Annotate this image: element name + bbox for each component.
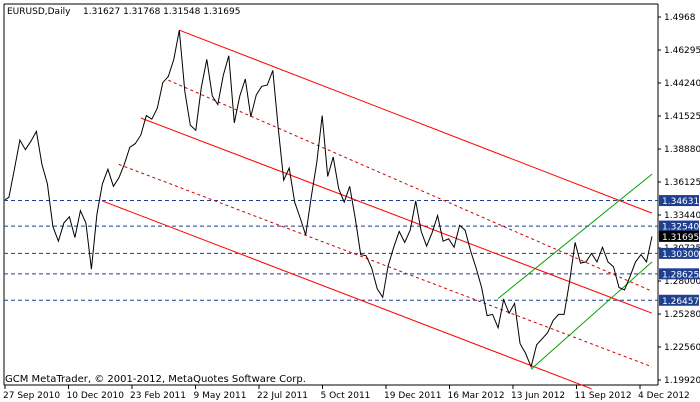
level-badge-label: 1.34631 <box>662 197 699 207</box>
price-tick-label: 1.22560 <box>664 343 700 353</box>
time-tick-label: 16 Mar 2012 <box>448 391 505 401</box>
symbol-label: EURUSD,Daily <box>7 7 71 17</box>
channel-upper-line <box>179 29 653 214</box>
price-line <box>4 30 653 369</box>
channel-middle-line <box>140 117 653 314</box>
channel-lower-line <box>102 200 592 390</box>
time-tick-label: 13 Jun 2012 <box>511 391 565 401</box>
price-tick-label: 1.4968 <box>664 13 696 23</box>
time-tick-label: 11 Sep 2012 <box>575 391 632 401</box>
level-badge <box>659 195 699 207</box>
level-badge <box>659 230 699 242</box>
price-tick-label: 1.36125 <box>664 178 700 188</box>
green-channel-lower-line <box>530 261 653 370</box>
time-tick-label: 22 Jul 2011 <box>257 391 308 401</box>
price-tick-label: 1.19920 <box>664 376 700 386</box>
trend-channels <box>102 29 653 390</box>
time-tick-label: 19 Dec 2011 <box>384 391 442 401</box>
copyright-label: GCM MetaTrader, © 2001-2012, MetaQuotes … <box>5 374 306 385</box>
level-badge <box>659 220 699 232</box>
level-badge <box>659 247 699 259</box>
time-tick-label: 9 May 2011 <box>194 391 247 401</box>
level-badge-label: 1.30300 <box>662 250 699 260</box>
channel-lower-mid-line <box>118 163 653 368</box>
level-badge <box>659 294 699 306</box>
price-tick-label: 1.44240 <box>664 79 700 89</box>
level-badge-label: 1.32540 <box>662 223 699 233</box>
time-tick-label: 23 Feb 2011 <box>130 391 186 401</box>
level-badge <box>659 268 699 280</box>
ohlc-label: 1.31627 1.31768 1.31548 1.31695 <box>83 7 240 17</box>
price-tick-label: 1.25280 <box>664 310 700 320</box>
time-tick-label: 10 Dec 2010 <box>67 391 125 401</box>
horizontal-levels <box>4 200 658 301</box>
level-badge-label: 1.31695 <box>662 233 699 243</box>
level-badge-label: 1.28625 <box>662 270 699 280</box>
level-badge-label: 1.26457 <box>662 297 699 307</box>
time-tick-label: 4 Dec 2012 <box>638 391 690 401</box>
time-tick-label: 27 Sep 2010 <box>3 391 60 401</box>
time-axis: 27 Sep 2010 10 Dec 2010 23 Feb 2011 9 May 2… <box>3 385 690 401</box>
time-tick-label: 5 Oct 2011 <box>321 391 371 401</box>
price-tick-label: 1.38880 <box>664 145 700 155</box>
price-tick-label: 1.41525 <box>664 112 700 122</box>
price-tick-label: 1.46295 <box>664 46 700 56</box>
price-tick-label: 1.28000 <box>664 277 700 287</box>
price-tick-label: 1.33440 <box>664 211 700 221</box>
price-axis: 1.4968 1.46295 1.44240 1.41525 1.38880 1.3612… <box>658 13 700 386</box>
green-channel-upper-line <box>497 173 653 299</box>
price-series <box>4 30 653 369</box>
channel-upper-mid-line <box>168 79 653 292</box>
